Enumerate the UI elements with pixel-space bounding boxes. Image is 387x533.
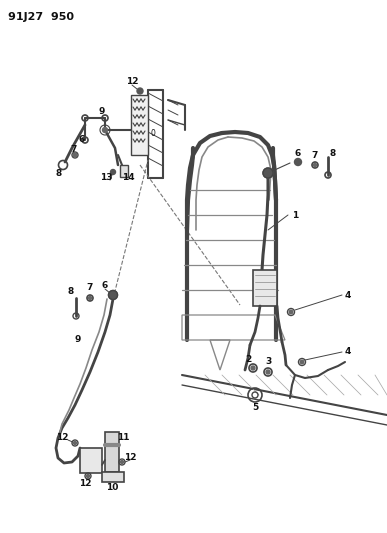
Bar xyxy=(105,432,119,472)
Text: 5: 5 xyxy=(252,403,258,413)
Circle shape xyxy=(74,441,77,445)
Text: 13: 13 xyxy=(100,174,112,182)
Text: 10: 10 xyxy=(106,483,118,492)
Text: 2: 2 xyxy=(245,356,251,365)
Text: 8: 8 xyxy=(330,149,336,157)
Circle shape xyxy=(300,360,304,364)
Text: 12: 12 xyxy=(79,480,91,489)
Bar xyxy=(102,472,124,482)
Text: 14: 14 xyxy=(122,174,134,182)
Text: 12: 12 xyxy=(126,77,138,86)
Text: 4: 4 xyxy=(345,290,351,300)
Bar xyxy=(131,95,148,155)
Bar xyxy=(120,165,128,177)
Circle shape xyxy=(120,461,123,464)
Circle shape xyxy=(263,168,273,178)
Text: 7: 7 xyxy=(312,150,318,159)
Text: 6: 6 xyxy=(102,280,108,289)
Circle shape xyxy=(111,169,115,174)
Circle shape xyxy=(87,474,89,478)
Circle shape xyxy=(103,127,108,133)
Text: 91J27  950: 91J27 950 xyxy=(8,12,74,22)
Text: 6: 6 xyxy=(79,135,85,144)
Text: 8: 8 xyxy=(68,287,74,296)
Bar xyxy=(80,448,102,473)
Text: 12: 12 xyxy=(124,454,136,463)
Circle shape xyxy=(266,370,270,374)
Text: 9: 9 xyxy=(99,108,105,117)
Text: 0: 0 xyxy=(151,128,156,138)
Circle shape xyxy=(89,296,91,300)
Text: 12: 12 xyxy=(56,432,68,441)
Text: 9: 9 xyxy=(75,335,81,344)
Text: 7: 7 xyxy=(87,284,93,293)
Circle shape xyxy=(295,158,301,166)
Circle shape xyxy=(73,153,77,157)
Circle shape xyxy=(108,290,118,300)
Text: 4: 4 xyxy=(345,348,351,357)
Text: 1: 1 xyxy=(292,211,298,220)
Circle shape xyxy=(313,164,317,166)
Text: 3: 3 xyxy=(265,358,271,367)
Bar xyxy=(253,270,277,306)
Text: 7: 7 xyxy=(71,146,77,155)
Text: 8: 8 xyxy=(56,168,62,177)
Text: 6: 6 xyxy=(295,149,301,157)
Circle shape xyxy=(137,88,143,94)
Text: 11: 11 xyxy=(117,432,129,441)
Circle shape xyxy=(289,310,293,314)
Circle shape xyxy=(251,366,255,370)
